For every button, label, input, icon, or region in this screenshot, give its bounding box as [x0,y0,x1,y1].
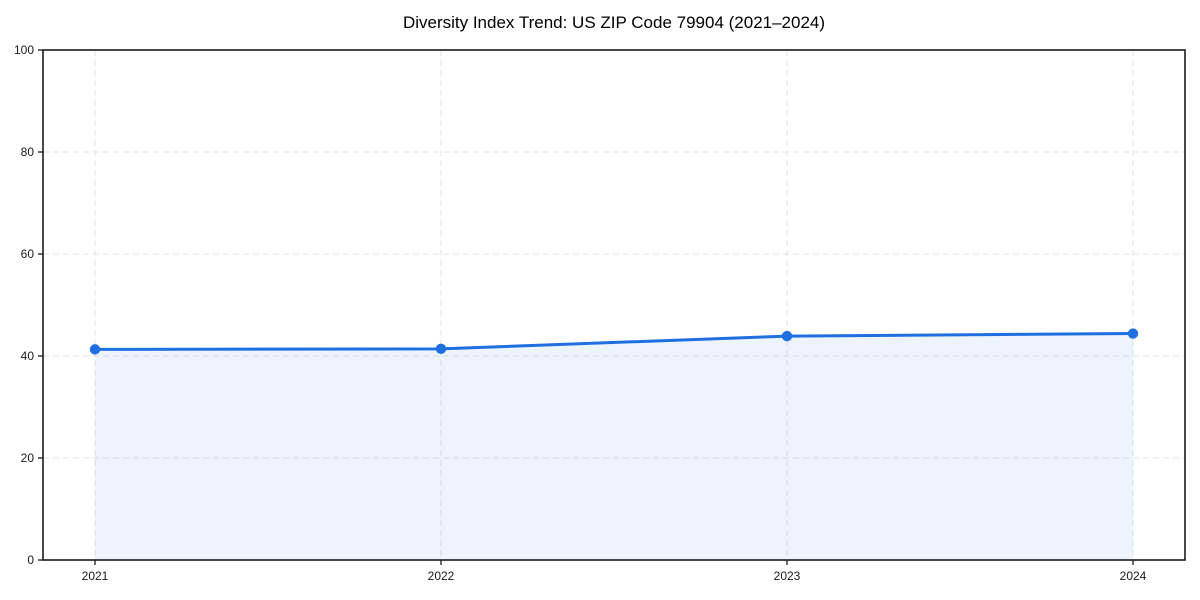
area-fill [95,333,1133,560]
x-tick-label: 2022 [428,569,455,583]
y-tick-label: 80 [21,145,35,159]
data-point-marker [781,330,793,342]
trend-line [93,332,1135,351]
y-tick-label: 0 [27,553,34,567]
chart-title: Diversity Index Trend: US ZIP Code 79904… [402,13,826,32]
axis-frame [42,49,1186,561]
y-tick-label: 60 [21,247,35,261]
plot-area-background [43,50,1185,560]
data-point-marker [89,344,101,355]
data-point-marker [1127,328,1139,339]
data-point-marker [435,343,447,355]
x-tick-label: 2023 [774,569,801,583]
y-tick-label: 40 [21,349,35,363]
x-tick-label: 2021 [82,569,109,583]
y-tick-label: 20 [21,451,35,465]
x-tick-label: 2024 [1120,569,1147,583]
y-tick-label: 100 [14,43,34,57]
